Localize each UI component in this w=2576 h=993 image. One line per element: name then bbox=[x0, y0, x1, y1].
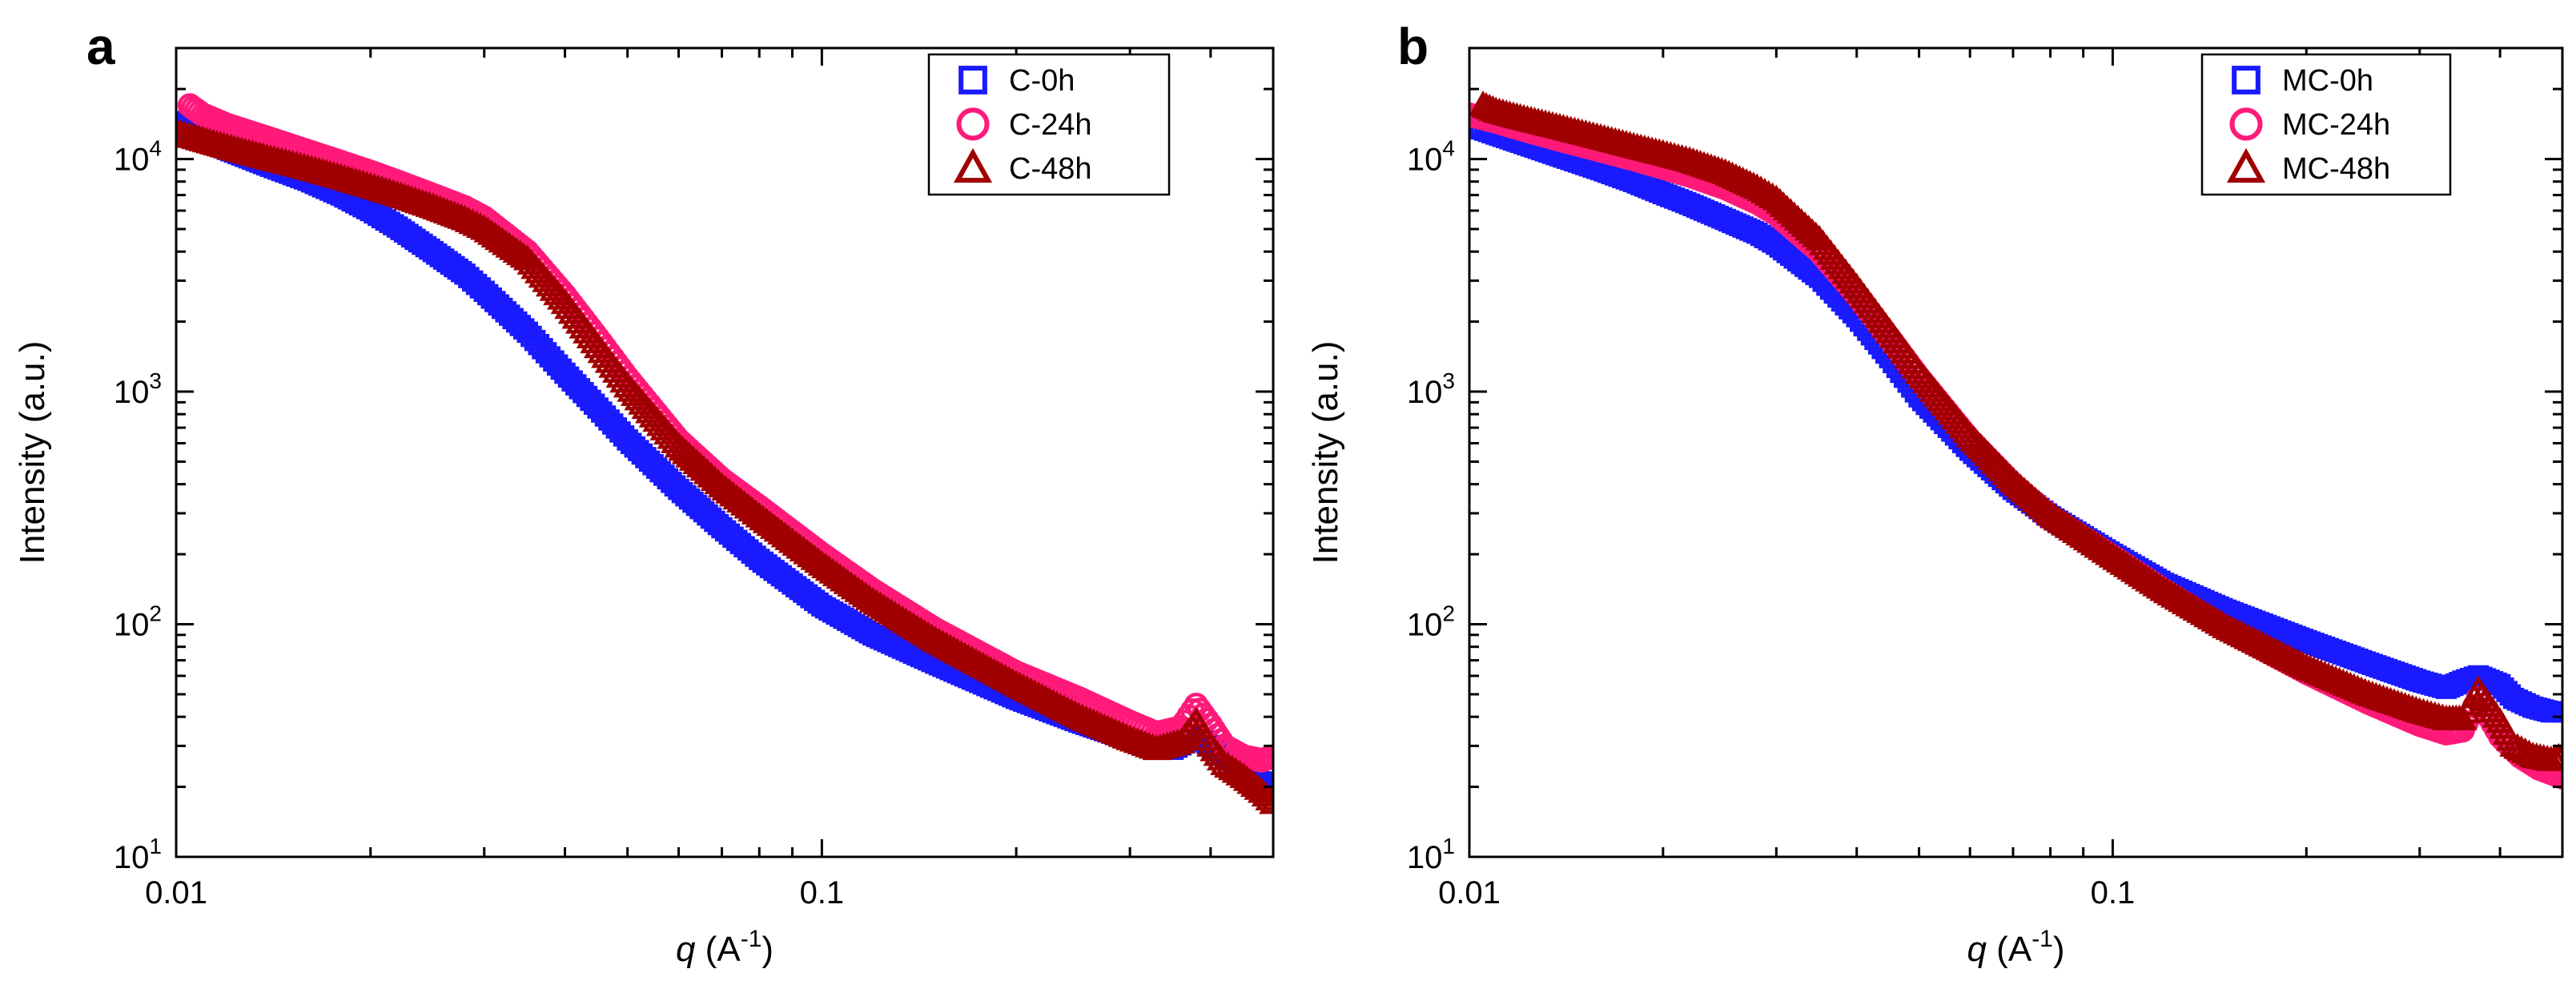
data-point bbox=[2551, 701, 2562, 723]
legend-marker bbox=[2226, 147, 2266, 183]
legend-marker bbox=[958, 66, 987, 94]
y-tick-label: 104 bbox=[114, 136, 162, 178]
data-area bbox=[1469, 90, 2562, 790]
data-point bbox=[1255, 784, 1273, 810]
x-tick-label: 0.01 bbox=[1438, 875, 1501, 911]
x-tick-label: 0.1 bbox=[800, 875, 845, 911]
legend: MC-0h MC-24h MC-48h bbox=[2200, 53, 2452, 196]
legend-label: MC-0h bbox=[2282, 64, 2373, 98]
x-tick-label: 0.01 bbox=[145, 875, 207, 911]
chart-panel-b: 0.01 0.1 101 102 103 104 q (A-1) Intensity (a.u… bbox=[1306, 18, 2564, 969]
legend: C-0h C-24h C-48h bbox=[927, 53, 1171, 196]
legend-label: MC-48h bbox=[2282, 152, 2390, 186]
legend-label: C-48h bbox=[1009, 152, 1092, 186]
series-MC-48h bbox=[1469, 90, 2562, 771]
legend-marker bbox=[2229, 107, 2263, 141]
legend-box bbox=[2200, 53, 2452, 196]
y-tick-label: 101 bbox=[114, 834, 162, 875]
y-tick-label: 101 bbox=[1407, 834, 1455, 875]
y-tick-label: 102 bbox=[1407, 601, 1455, 643]
legend-marker bbox=[2232, 66, 2261, 94]
x-tick-label: 0.1 bbox=[2091, 875, 2136, 911]
legend-marker bbox=[953, 147, 993, 183]
panel-label: a bbox=[86, 18, 115, 75]
data-area bbox=[176, 93, 1273, 814]
data-point bbox=[2548, 742, 2562, 768]
x-axis-label: q (A-1) bbox=[676, 926, 774, 969]
series-C-48h bbox=[176, 117, 1273, 814]
y-tick-label: 104 bbox=[1407, 136, 1455, 178]
y-tick-label: 103 bbox=[1407, 368, 1455, 410]
legend-box bbox=[927, 53, 1171, 196]
panel-label: b bbox=[1397, 18, 1429, 75]
chart-panel-a: 0.01 0.1 101 102 103 104 q (A-1) Intensity (a.u… bbox=[13, 18, 1275, 969]
x-axis-label: q (A-1) bbox=[1967, 926, 2064, 969]
y-tick-label: 103 bbox=[114, 368, 162, 410]
legend-label: C-0h bbox=[1009, 64, 1075, 98]
plot-frame bbox=[1468, 46, 2564, 858]
data-point bbox=[176, 117, 191, 143]
data-point bbox=[1259, 788, 1273, 814]
y-axis-label: Intensity (a.u.) bbox=[1306, 341, 1345, 565]
data-point bbox=[1260, 744, 1273, 769]
y-axis-label: Intensity (a.u.) bbox=[13, 341, 52, 565]
series-MC-0h bbox=[1469, 114, 2562, 723]
legend-label: MC-24h bbox=[2282, 108, 2390, 142]
y-tick-label: 102 bbox=[114, 601, 162, 643]
series-C-0h bbox=[176, 111, 1273, 803]
legend-label: C-24h bbox=[1009, 108, 1092, 142]
plot-frame bbox=[175, 46, 1275, 858]
data-point bbox=[2550, 765, 2562, 790]
legend-marker bbox=[956, 107, 990, 141]
